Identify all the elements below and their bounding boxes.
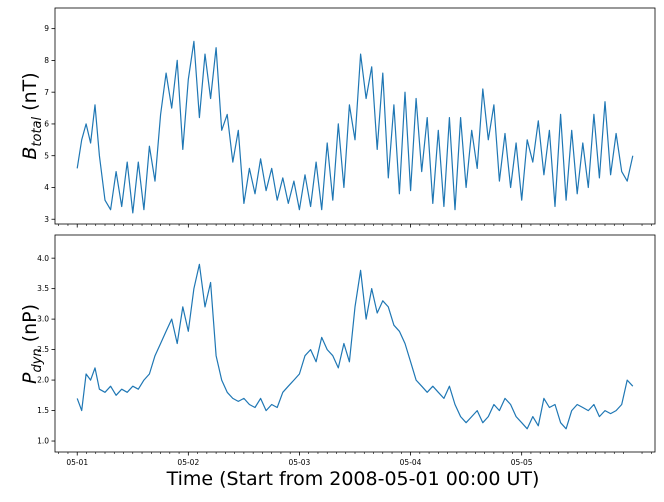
btotal-xaxis-ticks	[58, 224, 652, 228]
pdyn-ylabel-subscript: dyn	[30, 348, 45, 372]
ytick-label: 7	[44, 88, 49, 97]
ytick-label: 5	[44, 151, 49, 160]
ytick-label: 4.0	[37, 254, 49, 263]
ytick-label: 3.5	[37, 284, 49, 293]
x-axis-label: Time (Start from 2008-05-01 00:00 UT)	[166, 468, 540, 490]
bottom-panel-pdyn: 1.01.52.02.53.03.54.0 05-01 05-02 05-03 05-…	[19, 234, 656, 467]
pdyn-ylabel-symbol: P	[19, 372, 41, 384]
xtick-label: 05-02	[177, 458, 199, 467]
ytick-label: 2.5	[37, 345, 49, 354]
xtick-label: 05-03	[289, 458, 311, 467]
btotal-ylabel-symbol: B	[19, 147, 41, 160]
pdyn-series-layer	[76, 263, 634, 430]
xtick-label: 05-01	[66, 458, 88, 467]
ytick-label: 1.5	[37, 406, 49, 415]
ytick-label: 3	[44, 215, 49, 224]
pdyn-series-line-0	[76, 263, 634, 430]
xtick-label: 05-04	[400, 458, 422, 467]
pdyn-ylabel: Pdyn (nP)	[19, 304, 45, 384]
btotal-series-layer	[76, 40, 634, 214]
xtick-label: 05-05	[511, 458, 533, 467]
ytick-label: 1.0	[37, 437, 49, 446]
ytick-label: 2.0	[37, 376, 49, 385]
ytick-label: 6	[44, 120, 49, 129]
pdyn-yaxis-ticks: 1.0 1.5 2.0 2.5 3.0 3.5 4.0	[37, 254, 55, 446]
ytick-label: 8	[44, 56, 49, 65]
ytick-label: 4	[44, 183, 49, 192]
btotal-ylabel-subscript: total	[30, 116, 45, 146]
pdyn-xaxis-ticks: 05-01 05-02 05-03 05-04 05-05	[58, 452, 652, 467]
btotal-ylabel-unit: (nT)	[19, 72, 41, 117]
btotal-ylabel: Btotal (nT)	[19, 72, 45, 159]
ytick-label: 3.0	[37, 315, 49, 324]
btotal-series-line-0	[76, 40, 634, 214]
ytick-label: 9	[44, 24, 49, 33]
btotal-yaxis-ticks: 3 4 5 6 7 8 9	[44, 24, 55, 224]
pdyn-ylabel-unit: (nP)	[19, 304, 41, 348]
top-panel-btotal: 3 4 5 6 7 8 9 Btotal (nT)	[19, 7, 656, 228]
